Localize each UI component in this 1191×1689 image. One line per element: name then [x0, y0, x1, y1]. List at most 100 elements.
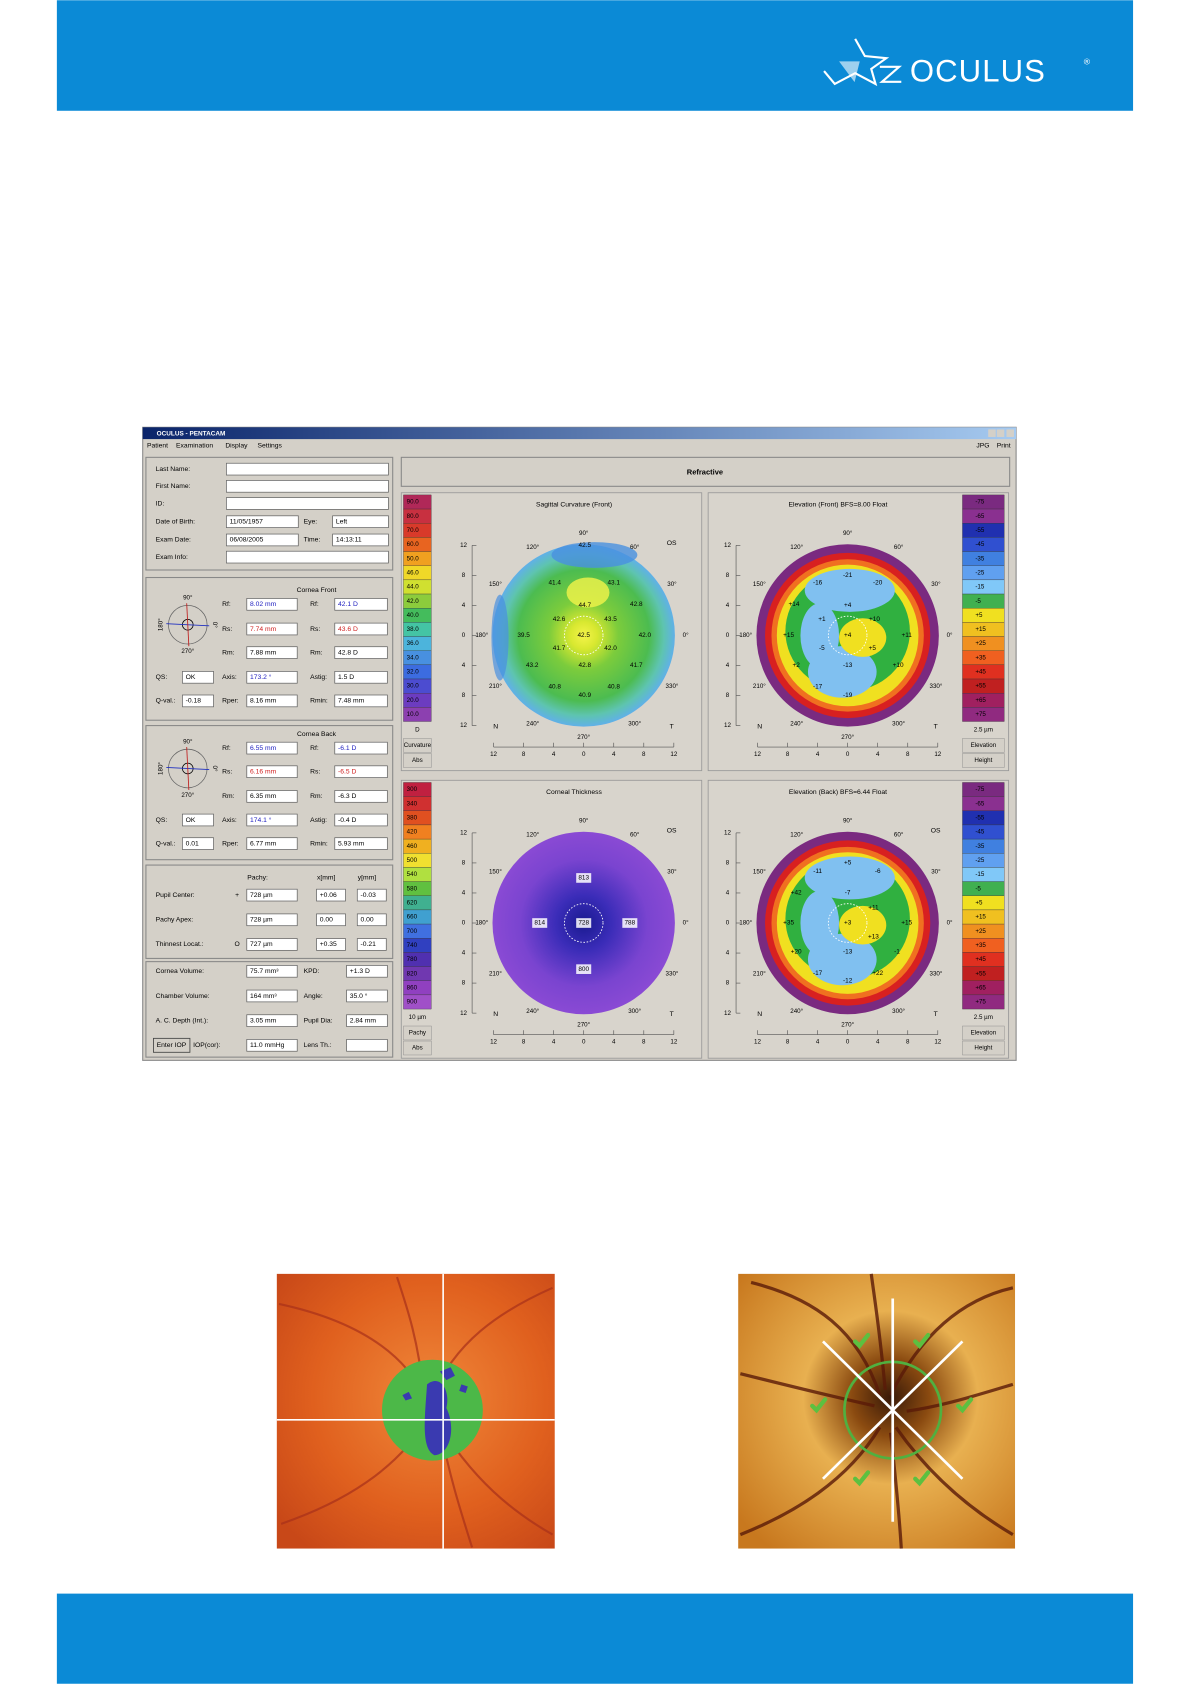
scale-label: 540 — [407, 871, 418, 878]
scale-button[interactable] — [962, 1025, 1005, 1041]
field-label: Rm: — [222, 793, 234, 800]
map-value: 43.2 — [526, 662, 539, 669]
scale-button[interactable] — [962, 753, 1005, 768]
scale-button-label[interactable]: Height — [974, 1045, 992, 1052]
scale-button-label[interactable]: Height — [974, 757, 992, 764]
field-label: Axis: — [222, 817, 237, 824]
map-value: +15 — [783, 632, 794, 639]
eye-label: OS — [931, 828, 941, 835]
menu-item[interactable]: Print — [997, 442, 1011, 449]
side-label: T — [670, 1011, 674, 1018]
x-tick-label: 8 — [522, 1039, 526, 1046]
scale-button[interactable] — [403, 753, 432, 768]
map-value: 41.7 — [553, 645, 566, 652]
field-box — [316, 888, 346, 902]
scale-label: +65 — [975, 984, 986, 991]
field-value: 727 µm — [250, 941, 273, 948]
field-label: Rm: — [310, 793, 322, 800]
x-tick-label: 8 — [642, 751, 646, 758]
side-label: N — [757, 1011, 762, 1018]
field-box — [226, 533, 299, 547]
value-box — [532, 918, 548, 928]
field-value: +1.3 D — [350, 968, 370, 975]
scale-cell — [962, 608, 1005, 623]
button-label[interactable]: Enter IOP — [157, 1042, 187, 1049]
field-box — [246, 622, 298, 636]
scale-button-label[interactable]: Abs — [412, 757, 423, 764]
y-tick-label: 8 — [462, 980, 466, 987]
scale-button[interactable] — [962, 1040, 1005, 1056]
field-label: Pupil Center: — [156, 892, 195, 899]
y-tick-label: 12 — [724, 542, 731, 549]
map-value: -1 — [894, 949, 900, 956]
scale-button-label[interactable]: Pachy — [409, 1030, 427, 1037]
field-box — [182, 837, 214, 850]
x-tick-label: 0 — [582, 751, 586, 758]
scale-label: +75 — [975, 711, 986, 718]
field-value: 2.84 mm — [350, 1017, 377, 1024]
field-value: 7.74 mm — [250, 626, 277, 633]
menu-item[interactable]: JPG — [976, 442, 989, 449]
scale-button[interactable] — [403, 738, 432, 753]
menu-item[interactable]: Settings — [258, 442, 283, 449]
scale-cell — [403, 994, 432, 1010]
field-box — [226, 462, 389, 476]
front-group — [145, 576, 394, 721]
scale-button-label[interactable]: Curvature — [404, 742, 432, 749]
field-box — [246, 741, 298, 755]
scale-label: 70.0 — [407, 527, 420, 534]
field-value: 0.00 — [361, 917, 374, 924]
menu-item[interactable]: Display — [225, 442, 248, 449]
field-box — [246, 765, 298, 778]
close-button[interactable] — [1006, 429, 1014, 437]
fundus-right — [738, 1273, 1016, 1549]
scale-cell — [962, 895, 1005, 911]
x-tick-label: 8 — [906, 751, 910, 758]
scale-label: 420 — [407, 829, 418, 836]
menu-item[interactable]: Patient — [147, 442, 168, 449]
map-value: 43.5 — [604, 616, 617, 623]
min-button[interactable] — [988, 429, 996, 437]
scale-button[interactable] — [962, 738, 1005, 753]
x-tick-label: 12 — [670, 1039, 677, 1046]
scale-label: 60.0 — [407, 541, 420, 548]
side-label: T — [934, 723, 938, 730]
field-label: Astig: — [310, 817, 327, 824]
map-value: +42 — [791, 890, 802, 897]
angle-label: 120° — [526, 544, 539, 551]
map-value: +35 — [783, 920, 794, 927]
field-value: OK — [186, 817, 196, 824]
compass — [168, 605, 208, 645]
angle-label: 240° — [790, 720, 803, 727]
field-box — [246, 837, 298, 850]
field-box — [334, 837, 388, 850]
field-box — [182, 813, 214, 827]
y-tick-label: 4 — [462, 950, 466, 957]
angle-label: 180° — [475, 920, 488, 927]
compass-label: 180° — [158, 762, 165, 775]
field-value: 7.88 mm — [250, 649, 277, 656]
map-region — [800, 603, 840, 668]
scale-label: +5 — [975, 899, 983, 906]
field-label: Pachy Apex: — [156, 917, 194, 924]
scale-button[interactable] — [403, 1040, 432, 1056]
y-tick-label: 8 — [726, 860, 730, 867]
max-button[interactable] — [996, 429, 1005, 437]
menu-item[interactable]: Examination — [176, 442, 213, 449]
scale-button-label[interactable]: Abs — [412, 1045, 423, 1052]
x-tick-label: 8 — [786, 1039, 790, 1046]
field-box — [332, 533, 389, 547]
field-value: +0.06 — [320, 892, 337, 899]
field-box — [226, 515, 299, 528]
field-label: Axis: — [222, 674, 237, 681]
map-value: +10 — [893, 662, 904, 669]
x-tick-label: 12 — [754, 751, 761, 758]
scale-button-label[interactable]: Elevation — [971, 742, 997, 749]
scale-button[interactable] — [403, 1025, 432, 1041]
map-value: 42.0 — [604, 645, 617, 652]
scale-button-label[interactable]: Elevation — [971, 1030, 997, 1037]
patient-group — [145, 456, 394, 571]
field-label: Rmin: — [310, 698, 328, 705]
field-label: First Name: — [156, 483, 191, 490]
enter-iop-button[interactable] — [153, 1037, 191, 1053]
